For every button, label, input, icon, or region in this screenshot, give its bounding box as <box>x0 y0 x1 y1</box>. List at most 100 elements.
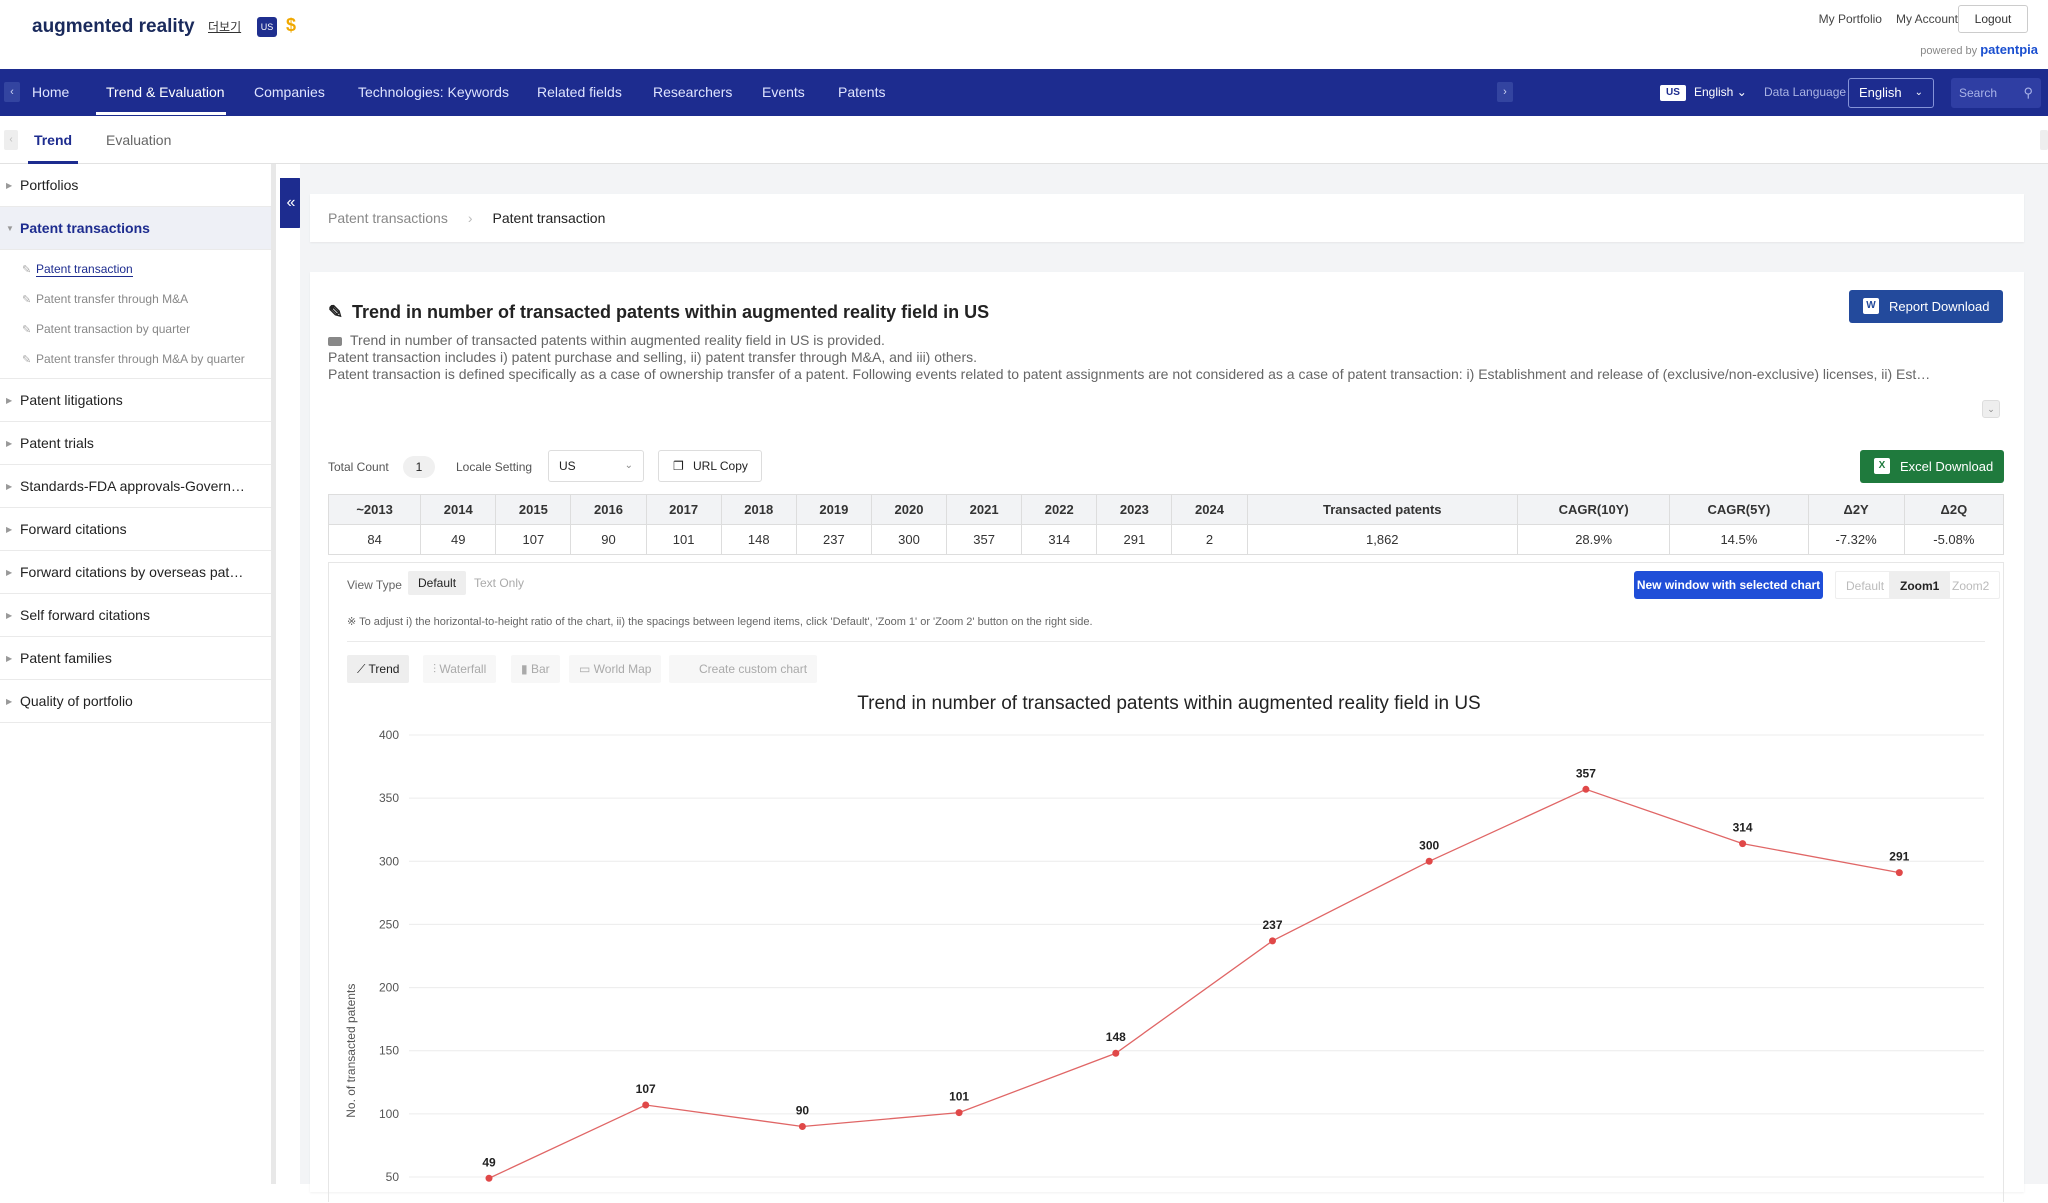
tab-trend[interactable]: Trend <box>28 116 78 164</box>
excel-icon: X <box>1874 458 1890 474</box>
sidebar-subitem-transfer-ma-quarter[interactable]: ✎ Patent transfer through M&A by quarter <box>0 344 271 374</box>
excel-download-button[interactable]: X Excel Download <box>1860 450 2004 483</box>
zoom2-button[interactable]: Zoom2 <box>1941 571 2001 599</box>
search-icon[interactable]: ⚲ <box>2023 85 2033 100</box>
subtab-scroll-right-icon[interactable] <box>2040 130 2048 150</box>
breadcrumb-parent[interactable]: Patent transactions <box>328 210 448 226</box>
my-account-link[interactable]: My Account <box>1895 12 1958 26</box>
sidebar-subitem-transaction-quarter[interactable]: ✎ Patent transaction by quarter <box>0 314 271 344</box>
chart-type-bar-button[interactable]: ▮ Bar <box>511 655 560 683</box>
sidebar-item-patent-litigations[interactable]: ▶ Patent litigations <box>0 379 271 422</box>
my-portfolio-link[interactable]: My Portfolio <box>1818 12 1882 26</box>
nav-companies[interactable]: Companies <box>254 84 325 100</box>
content-panel: ✎ Trend in number of transacted patents w… <box>310 272 2024 1202</box>
nav-home[interactable]: Home <box>32 84 70 100</box>
chart-type-trend-button[interactable]: ⟋ Trend <box>347 655 410 683</box>
chart-type-worldmap-button[interactable]: ▭ World Map <box>569 655 662 683</box>
create-custom-chart-button[interactable]: Create custom chart <box>669 655 818 683</box>
expand-description-icon[interactable]: ⌄ <box>1982 400 2000 418</box>
sidebar-item-label: Forward citations by overseas pat… <box>20 564 244 580</box>
currency-icon: $ <box>286 15 297 35</box>
sidebar-item-self-forward-citations[interactable]: ▶ Self forward citations <box>0 594 271 637</box>
locale-select[interactable]: US ⌄ <box>548 450 644 482</box>
nav-scroll-left-icon[interactable]: ‹ <box>4 82 20 102</box>
sidebar-item-label: Patent families <box>20 650 112 666</box>
sidebar-item-label: Standards-FDA approvals-Govern… <box>20 478 245 494</box>
sidebar-item-patent-trials[interactable]: ▶ Patent trials <box>0 422 271 465</box>
map-icon: ▭ <box>579 662 594 676</box>
caret-right-icon: ▶ <box>6 482 13 491</box>
description-line: Trend in number of transacted patents wi… <box>328 332 1988 349</box>
tab-evaluation[interactable]: Evaluation <box>106 132 172 148</box>
data-language-select[interactable]: English ⌄ <box>1848 78 1934 108</box>
table-header: 2017 <box>645 494 722 525</box>
sidebar-item-patent-families[interactable]: ▶ Patent families <box>0 637 271 680</box>
sidebar-item-portfolios[interactable]: ▶ Portfolios <box>0 164 271 207</box>
nav-scroll-right-icon[interactable]: › <box>1497 82 1513 102</box>
sidebar-item-standards[interactable]: ▶ Standards-FDA approvals-Govern… <box>0 465 271 508</box>
description-text: Trend in number of transacted patents wi… <box>350 332 885 348</box>
zoom1-button[interactable]: Zoom1 <box>1889 571 1951 599</box>
edit-icon: ✎ <box>22 264 32 276</box>
nav-researchers[interactable]: Researchers <box>653 84 733 100</box>
excel-download-label: Excel Download <box>1900 459 1994 474</box>
nav-technologies-keywords[interactable]: Technologies: Keywords <box>358 84 509 100</box>
nav-trend-evaluation[interactable]: Trend & Evaluation <box>106 84 225 100</box>
word-icon: W <box>1863 298 1879 314</box>
edit-icon: ✎ <box>22 294 32 306</box>
nav-patents[interactable]: Patents <box>838 84 886 100</box>
table-controls: Total Count 1 Locale Setting US ⌄ ❐ URL Co… <box>328 450 2004 486</box>
more-link[interactable]: 더보기 <box>208 20 242 34</box>
table-header-row: ~2013 2014 2015 2016 2017 2018 2019 2020… <box>327 494 2005 525</box>
sidebar-item-forward-citations-overseas[interactable]: ▶ Forward citations by overseas pat… <box>0 551 271 594</box>
chart-area: View Type Default Text Only New window w… <box>328 562 2004 1202</box>
table-cell: 148 <box>720 524 797 555</box>
data-label: 148 <box>1106 1030 1126 1044</box>
y-tick-label: 200 <box>379 981 399 995</box>
data-language-value: English <box>1859 85 1902 100</box>
caret-right-icon: ▶ <box>6 439 13 448</box>
sidebar-subitem-transfer-ma[interactable]: ✎ Patent transfer through M&A <box>0 284 271 314</box>
sidebar-item-patent-transactions[interactable]: ▼ Patent transactions <box>0 207 271 250</box>
brand-title[interactable]: augmented reality <box>32 16 195 37</box>
chevron-down-icon: ⌄ <box>624 460 633 471</box>
language-selector[interactable]: English ⌄ <box>1694 85 1747 99</box>
breadcrumb-current: Patent transaction <box>492 210 606 226</box>
table-cell: -5.08% <box>1903 524 2005 555</box>
url-copy-button[interactable]: ❐ URL Copy <box>658 450 762 482</box>
search-input[interactable]: Search ⚲ <box>1951 78 2041 108</box>
sidebar-subitem-patent-transaction[interactable]: ✎ Patent transaction <box>0 254 271 284</box>
data-label: 237 <box>1262 918 1282 932</box>
patentpia-logo[interactable]: patentpia <box>1980 42 2038 57</box>
view-default-button[interactable]: Default <box>408 571 467 595</box>
caret-right-icon: ▶ <box>6 697 13 706</box>
table-header: 2023 <box>1096 494 1173 525</box>
sidebar-item-forward-citations[interactable]: ▶ Forward citations <box>0 508 271 551</box>
divider <box>347 641 1985 642</box>
line-chart: Trend in number of transacted patents wi… <box>344 693 1984 1184</box>
data-point <box>1269 937 1276 945</box>
y-tick-label: 350 <box>379 791 399 805</box>
description: Trend in number of transacted patents wi… <box>328 332 1988 383</box>
nav-events[interactable]: Events <box>762 84 805 100</box>
subtab-scroll-left-icon[interactable]: ‹ <box>4 130 18 150</box>
y-tick-label: 400 <box>379 728 399 742</box>
logout-button[interactable]: Logout <box>1958 5 2028 33</box>
new-window-button[interactable]: New window with selected chart <box>1634 571 1823 599</box>
table-cell: 1,862 <box>1246 524 1519 555</box>
account-links: My Portfolio My Account <box>1819 12 1958 26</box>
view-text-only-button[interactable]: Text Only <box>474 576 525 590</box>
sidebar-item-label: Forward citations <box>20 521 127 537</box>
sub-tabs: ‹ Trend Evaluation <box>0 116 2048 164</box>
nav-related-fields[interactable]: Related fields <box>537 84 622 100</box>
report-download-button[interactable]: W Report Download <box>1849 290 2003 323</box>
collapse-sidebar-icon[interactable]: « <box>280 178 302 228</box>
chart-type-label: Waterfall <box>439 662 487 676</box>
total-count-label: Total Count <box>328 460 389 474</box>
data-point <box>1582 785 1590 793</box>
data-label: 314 <box>1733 821 1753 835</box>
sidebar-item-quality-portfolio[interactable]: ▶ Quality of portfolio <box>0 680 271 723</box>
table-header: Transacted patents <box>1246 494 1519 525</box>
zoom-default-button[interactable]: Default <box>1835 571 1896 599</box>
chart-type-waterfall-button[interactable]: ⫶ Waterfall <box>423 655 497 683</box>
